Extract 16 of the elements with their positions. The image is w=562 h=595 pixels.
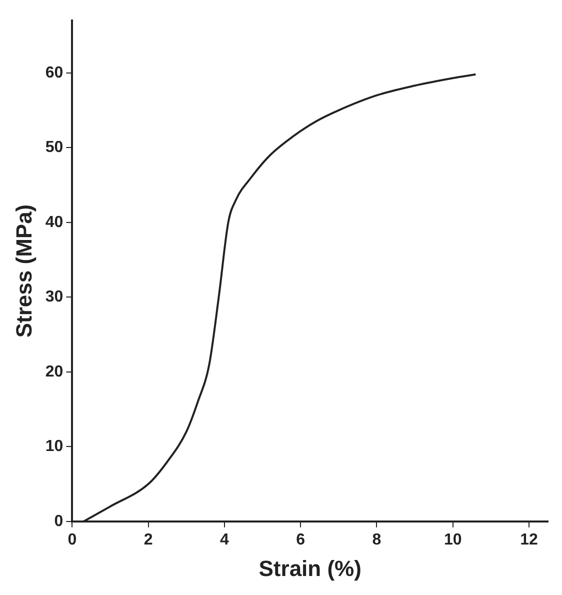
x-tick-label: 0 [68,531,77,548]
y-tick-label: 0 [54,512,64,530]
x-tick-label: 10 [444,531,462,548]
y-tick-label: 10 [45,438,64,456]
y-tick-label: 30 [45,288,64,306]
y-tick-label: 40 [45,214,64,231]
x-tick-label: 8 [372,531,382,548]
y-tick-label: 50 [45,139,64,156]
x-tick-label: 4 [220,531,229,548]
x-axis-title: Strain (%) [258,556,362,581]
y-axis-title: Stress (MPa) [11,204,36,338]
x-tick-label: 6 [296,531,306,548]
y-tick-label: 60 [45,64,64,82]
y-tick-label: 20 [45,363,64,380]
x-tick-label: 12 [520,531,538,548]
x-tick-label: 2 [144,531,153,548]
